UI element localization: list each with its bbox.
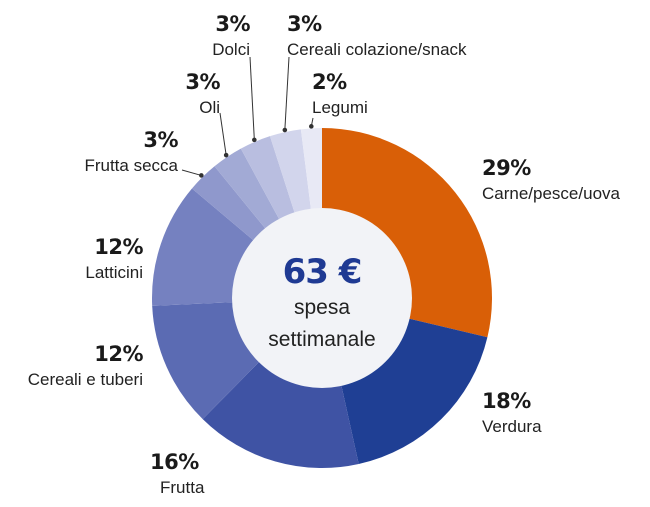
label-legumi-pct: 2% xyxy=(312,70,347,94)
label-oli-pct: 3% xyxy=(185,70,220,94)
label-frutta: 16% Frutta xyxy=(150,450,214,497)
total-amount: 63 € xyxy=(282,252,363,292)
label-cereali-tuberi: 12% Cereali e tuberi xyxy=(0,342,144,389)
center-label-line1: spesa xyxy=(293,296,351,319)
label-cereali-tuberi-name: Cereali e tuberi xyxy=(27,370,143,389)
label-frutta-pct: 16% xyxy=(150,450,199,474)
label-dolci-pct: 3% xyxy=(215,12,250,36)
label-frutta-secca-pct: 3% xyxy=(143,128,178,152)
label-oli-name: Oli xyxy=(199,98,220,117)
center-label-line2: settimanale xyxy=(268,328,376,351)
label-verdura-name: Verdura xyxy=(482,417,542,436)
label-dolci-name: Dolci xyxy=(212,40,250,59)
label-verdura: 18% Verdura xyxy=(482,389,542,436)
label-frutta-secca-name: Frutta secca xyxy=(84,156,178,175)
label-cereali-colazione: 3% Cereali colazione/snack xyxy=(287,12,467,59)
leader-dot xyxy=(199,173,204,178)
leader-line xyxy=(219,112,227,156)
label-latticini-name: Latticini xyxy=(85,263,143,282)
label-latticini: 12% Latticini xyxy=(0,235,143,282)
label-cereali-colazione-name: Cereali colazione/snack xyxy=(287,40,467,59)
donut-center xyxy=(232,208,412,388)
leader-dot xyxy=(252,137,257,143)
label-carne-name: Carne/pesce/uova xyxy=(482,184,620,203)
label-legumi: 2% Legumi xyxy=(312,70,368,117)
leader-lines xyxy=(181,56,314,178)
leader-line xyxy=(181,169,202,176)
label-carne: 29% Carne/pesce/uova xyxy=(482,156,620,203)
label-frutta-name: Frutta xyxy=(160,478,205,497)
label-dolci: 3% Dolci xyxy=(180,12,250,59)
leader-dot xyxy=(309,124,314,129)
leader-dot xyxy=(282,127,288,133)
label-frutta-secca: 3% Frutta secca xyxy=(0,128,178,175)
label-oli: 3% Oli xyxy=(150,70,220,117)
label-cereali-tuberi-pct: 12% xyxy=(94,342,143,366)
label-legumi-name: Legumi xyxy=(312,98,368,117)
leader-line xyxy=(249,56,255,140)
leader-line xyxy=(284,56,290,131)
label-carne-pct: 29% xyxy=(482,156,531,180)
label-cereali-colazione-pct: 3% xyxy=(287,12,322,36)
label-verdura-pct: 18% xyxy=(482,389,531,413)
label-latticini-pct: 12% xyxy=(94,235,143,259)
leader-dot xyxy=(223,152,229,158)
